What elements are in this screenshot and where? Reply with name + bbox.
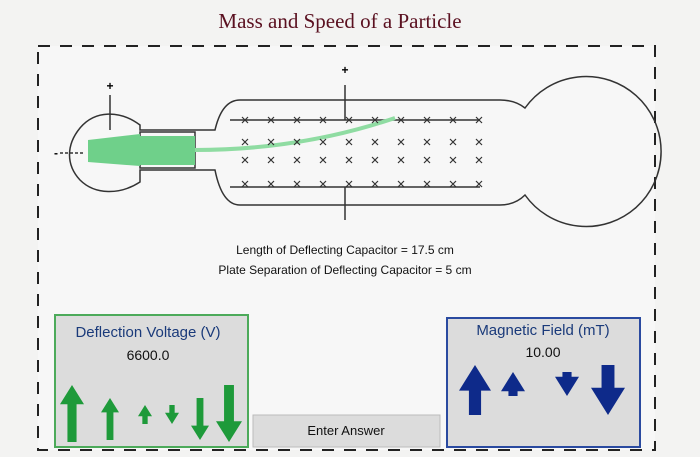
magnetic-label: Magnetic Field (mT) (476, 322, 609, 339)
field-cross (293, 156, 301, 164)
decrease-arrow[interactable] (591, 365, 625, 415)
decrease-arrow[interactable] (191, 398, 209, 440)
field-cross (397, 116, 405, 124)
beam-anode (140, 136, 195, 165)
cathode-sign: - (54, 146, 58, 160)
field-cross (475, 116, 483, 124)
field-cross (397, 156, 405, 164)
enter-answer-label[interactable]: Enter Answer (307, 423, 385, 438)
field-cross (397, 138, 405, 146)
field-cross (449, 138, 457, 146)
field-cross (475, 180, 483, 188)
length-label: Length of Deflecting Capacitor = 17.5 cm (236, 243, 454, 257)
field-cross (345, 138, 353, 146)
field-cross (449, 180, 457, 188)
field-cross (267, 138, 275, 146)
increase-arrow[interactable] (501, 372, 525, 396)
field-cross (475, 138, 483, 146)
field-cross (449, 116, 457, 124)
deflection-value: 6600.0 (127, 347, 170, 363)
field-cross (423, 180, 431, 188)
field-cross (345, 180, 353, 188)
enter-answer-button[interactable] (252, 414, 441, 448)
field-cross (475, 156, 483, 164)
field-cross (319, 180, 327, 188)
field-cross (293, 138, 301, 146)
field-cross (319, 116, 327, 124)
field-cross (371, 156, 379, 164)
field-cross (241, 116, 249, 124)
magnetic-value: 10.00 (525, 344, 560, 360)
deflection-panel (54, 314, 249, 448)
decrease-arrow[interactable] (555, 372, 579, 396)
field-cross (293, 180, 301, 188)
plate-sign: + (341, 63, 348, 77)
title: Mass and Speed of a Particle (218, 9, 461, 33)
field-marks (241, 116, 483, 188)
field-cross (397, 180, 405, 188)
field-cross (345, 156, 353, 164)
increase-arrow[interactable] (459, 365, 491, 415)
field-cross (267, 116, 275, 124)
field-cross (371, 180, 379, 188)
field-cross (423, 138, 431, 146)
field-cross (241, 138, 249, 146)
increase-arrow[interactable] (138, 405, 152, 424)
decrease-arrow[interactable] (216, 385, 242, 442)
increase-arrow[interactable] (101, 398, 119, 440)
field-cross (293, 116, 301, 124)
increase-arrow[interactable] (60, 385, 84, 442)
field-cross (267, 180, 275, 188)
decrease-arrow[interactable] (165, 405, 179, 424)
beam-source (88, 134, 140, 166)
field-cross (267, 156, 275, 164)
field-cross (319, 138, 327, 146)
deflection-label: Deflection Voltage (V) (75, 324, 220, 341)
anode-sign: + (106, 79, 113, 93)
field-cross (345, 116, 353, 124)
field-cross (371, 138, 379, 146)
field-cross (371, 116, 379, 124)
field-cross (423, 156, 431, 164)
separation-label: Plate Separation of Deflecting Capacitor… (218, 263, 471, 277)
field-cross (241, 180, 249, 188)
tube-outline (68, 75, 662, 228)
field-cross (241, 156, 249, 164)
field-cross (423, 116, 431, 124)
field-cross (449, 156, 457, 164)
field-cross (319, 156, 327, 164)
